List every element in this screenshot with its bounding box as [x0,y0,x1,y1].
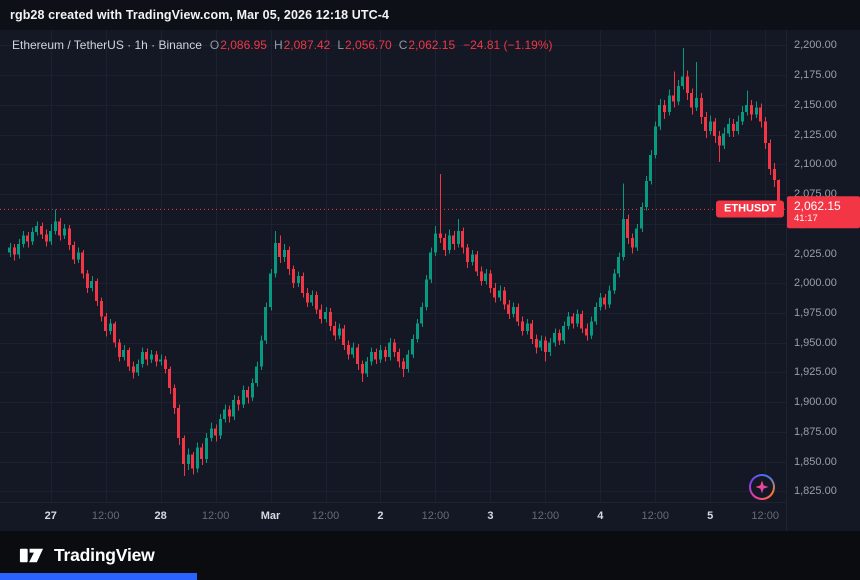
low-value: 2,056.70 [345,38,392,52]
high-label: H [273,38,283,52]
price-axis-label: 2,025.00 [794,247,837,260]
close-value: 2,062.15 [408,38,456,52]
time-axis-label: 12:00 [201,510,230,522]
last-price-flag: 2,062.15 41:17 [787,196,860,229]
price-axis-label: 1,825.00 [794,485,837,498]
price-axis-label: 1,950.00 [794,336,837,349]
time-axis-label: 12:00 [421,510,450,522]
time-axis-label: 3 [487,510,494,522]
time-axis-label: 12:00 [641,510,670,522]
time-axis-label: 27 [44,510,57,522]
symbol-price-flag: ETHUSDT [716,200,784,218]
price-axis-label: 2,150.00 [794,98,837,111]
open-label: O [209,38,220,52]
price-axis-label: 2,200.00 [794,39,837,52]
price-axis-label: 1,875.00 [794,425,837,438]
chart-region[interactable]: Ethereum / TetherUS · 1h · Binance O 2,08… [0,30,860,531]
time-axis-label: 28 [154,510,167,522]
magic-ai-button[interactable] [749,474,775,500]
price-axis-label: 1,900.00 [794,396,837,409]
time-axis-label: 12:00 [751,510,779,522]
price-axis-label: 2,125.00 [794,128,837,141]
tradingview-logo-icon[interactable] [18,542,45,569]
price-axis-label: 1,850.00 [794,455,837,468]
ohlc-readout: O 2,086.95 H 2,087.42 L 2,056.70 C 2,062.15 [210,38,455,52]
change-readout: −24.81 (−1.19%) [463,38,553,52]
footer-bar: TradingView [0,531,860,580]
time-axis[interactable]: 27 12:00 28 12:00 Mar 12:00 2 12:00 3 12:00 4 12:00… [0,502,786,531]
price-axis-label: 1,925.00 [794,366,837,379]
time-axis-label: Mar [260,510,281,522]
tradingview-wordmark[interactable]: TradingView [54,545,155,565]
price-axis-label: 1,975.00 [794,306,837,319]
price-axis-label: 2,175.00 [794,69,837,82]
close-label: C [398,38,408,52]
candle-countdown: 41:17 [794,213,818,225]
candlestick-svg[interactable] [0,30,786,502]
time-axis-label: 12:00 [91,510,120,522]
time-axis-label: 4 [597,510,604,522]
symbol-title[interactable]: Ethereum / TetherUS · 1h · Binance [12,38,202,52]
bottom-blue-strip [0,573,197,580]
chart-legend: Ethereum / TetherUS · 1h · Binance O 2,08… [12,38,553,52]
time-axis-label: 2 [377,510,384,522]
sparkle-icon [755,480,769,494]
grid-layer [0,30,786,502]
last-price-value: 2,062.15 [794,199,841,214]
time-axis-label: 5 [707,510,714,522]
time-axis-label: 12:00 [531,510,560,522]
time-axis-label: 12:00 [311,510,340,522]
candles-layer [8,47,780,476]
axis-separator-vertical [786,30,787,531]
high-value: 2,087.42 [283,38,331,52]
axis-separator-horizontal [0,502,786,503]
low-label: L [337,38,345,52]
price-axis[interactable]: 2,200.00 2,175.00 2,150.00 2,125.00 2,100.00… [787,30,860,502]
price-axis-label: 2,000.00 [794,277,837,290]
attribution-bar: rgb28 created with TradingView.com, Mar … [0,0,860,30]
open-value: 2,086.95 [220,38,267,52]
price-axis-label: 2,100.00 [794,158,837,171]
attribution-text: rgb28 created with TradingView.com, Mar … [10,8,390,22]
